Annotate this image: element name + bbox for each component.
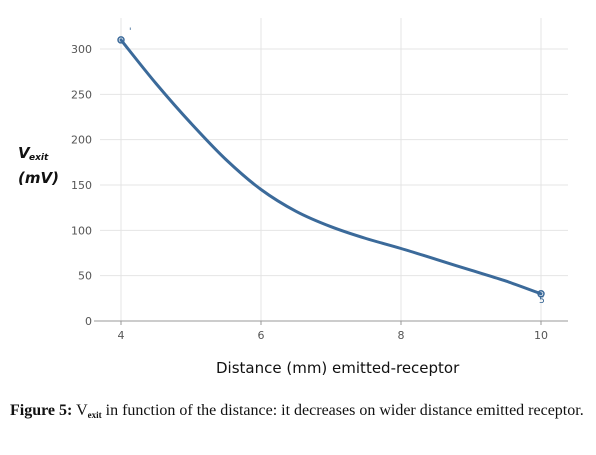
series: '5 bbox=[117, 27, 545, 306]
y-tick-label: 50 bbox=[78, 270, 92, 283]
caption-text: in function of the distance: it decrease… bbox=[101, 402, 584, 419]
y-tick-label: 100 bbox=[71, 224, 92, 237]
caption-label: Figure 5: bbox=[10, 402, 73, 419]
y-axis-label-subscript: exit bbox=[29, 153, 49, 163]
series-line bbox=[119, 38, 543, 296]
y-axis-label-symbol: V bbox=[18, 144, 31, 162]
y-tick-label: 0 bbox=[85, 315, 92, 328]
y-tick-label: 200 bbox=[71, 134, 92, 147]
caption-v-symbol: V bbox=[76, 402, 88, 419]
y-tick-label: 250 bbox=[71, 88, 92, 101]
figure-caption: Figure 5: Vexit in function of the dista… bbox=[10, 400, 586, 426]
y-tick-label: 150 bbox=[71, 179, 92, 192]
caption-v-subscript: exit bbox=[87, 410, 102, 420]
x-tick-label: 4 bbox=[118, 329, 125, 342]
y-axis-label-unit: (mV) bbox=[18, 169, 59, 187]
point-marker: ' bbox=[129, 27, 131, 37]
grid-lines bbox=[100, 18, 568, 321]
data-point bbox=[117, 36, 125, 44]
x-tick-label: 8 bbox=[398, 329, 405, 342]
y-tick-label: 300 bbox=[71, 43, 92, 56]
tick-labels: 0 50 100 150 200 250 300 4 6 8 10 bbox=[71, 43, 548, 342]
x-tick-label: 10 bbox=[534, 329, 548, 342]
point-marker: 5 bbox=[539, 296, 545, 306]
x-axis-label: Distance (mm) emitted-receptor bbox=[216, 359, 460, 377]
x-tick-label: 6 bbox=[258, 329, 265, 342]
axes bbox=[94, 320, 568, 325]
data-point bbox=[537, 290, 545, 298]
